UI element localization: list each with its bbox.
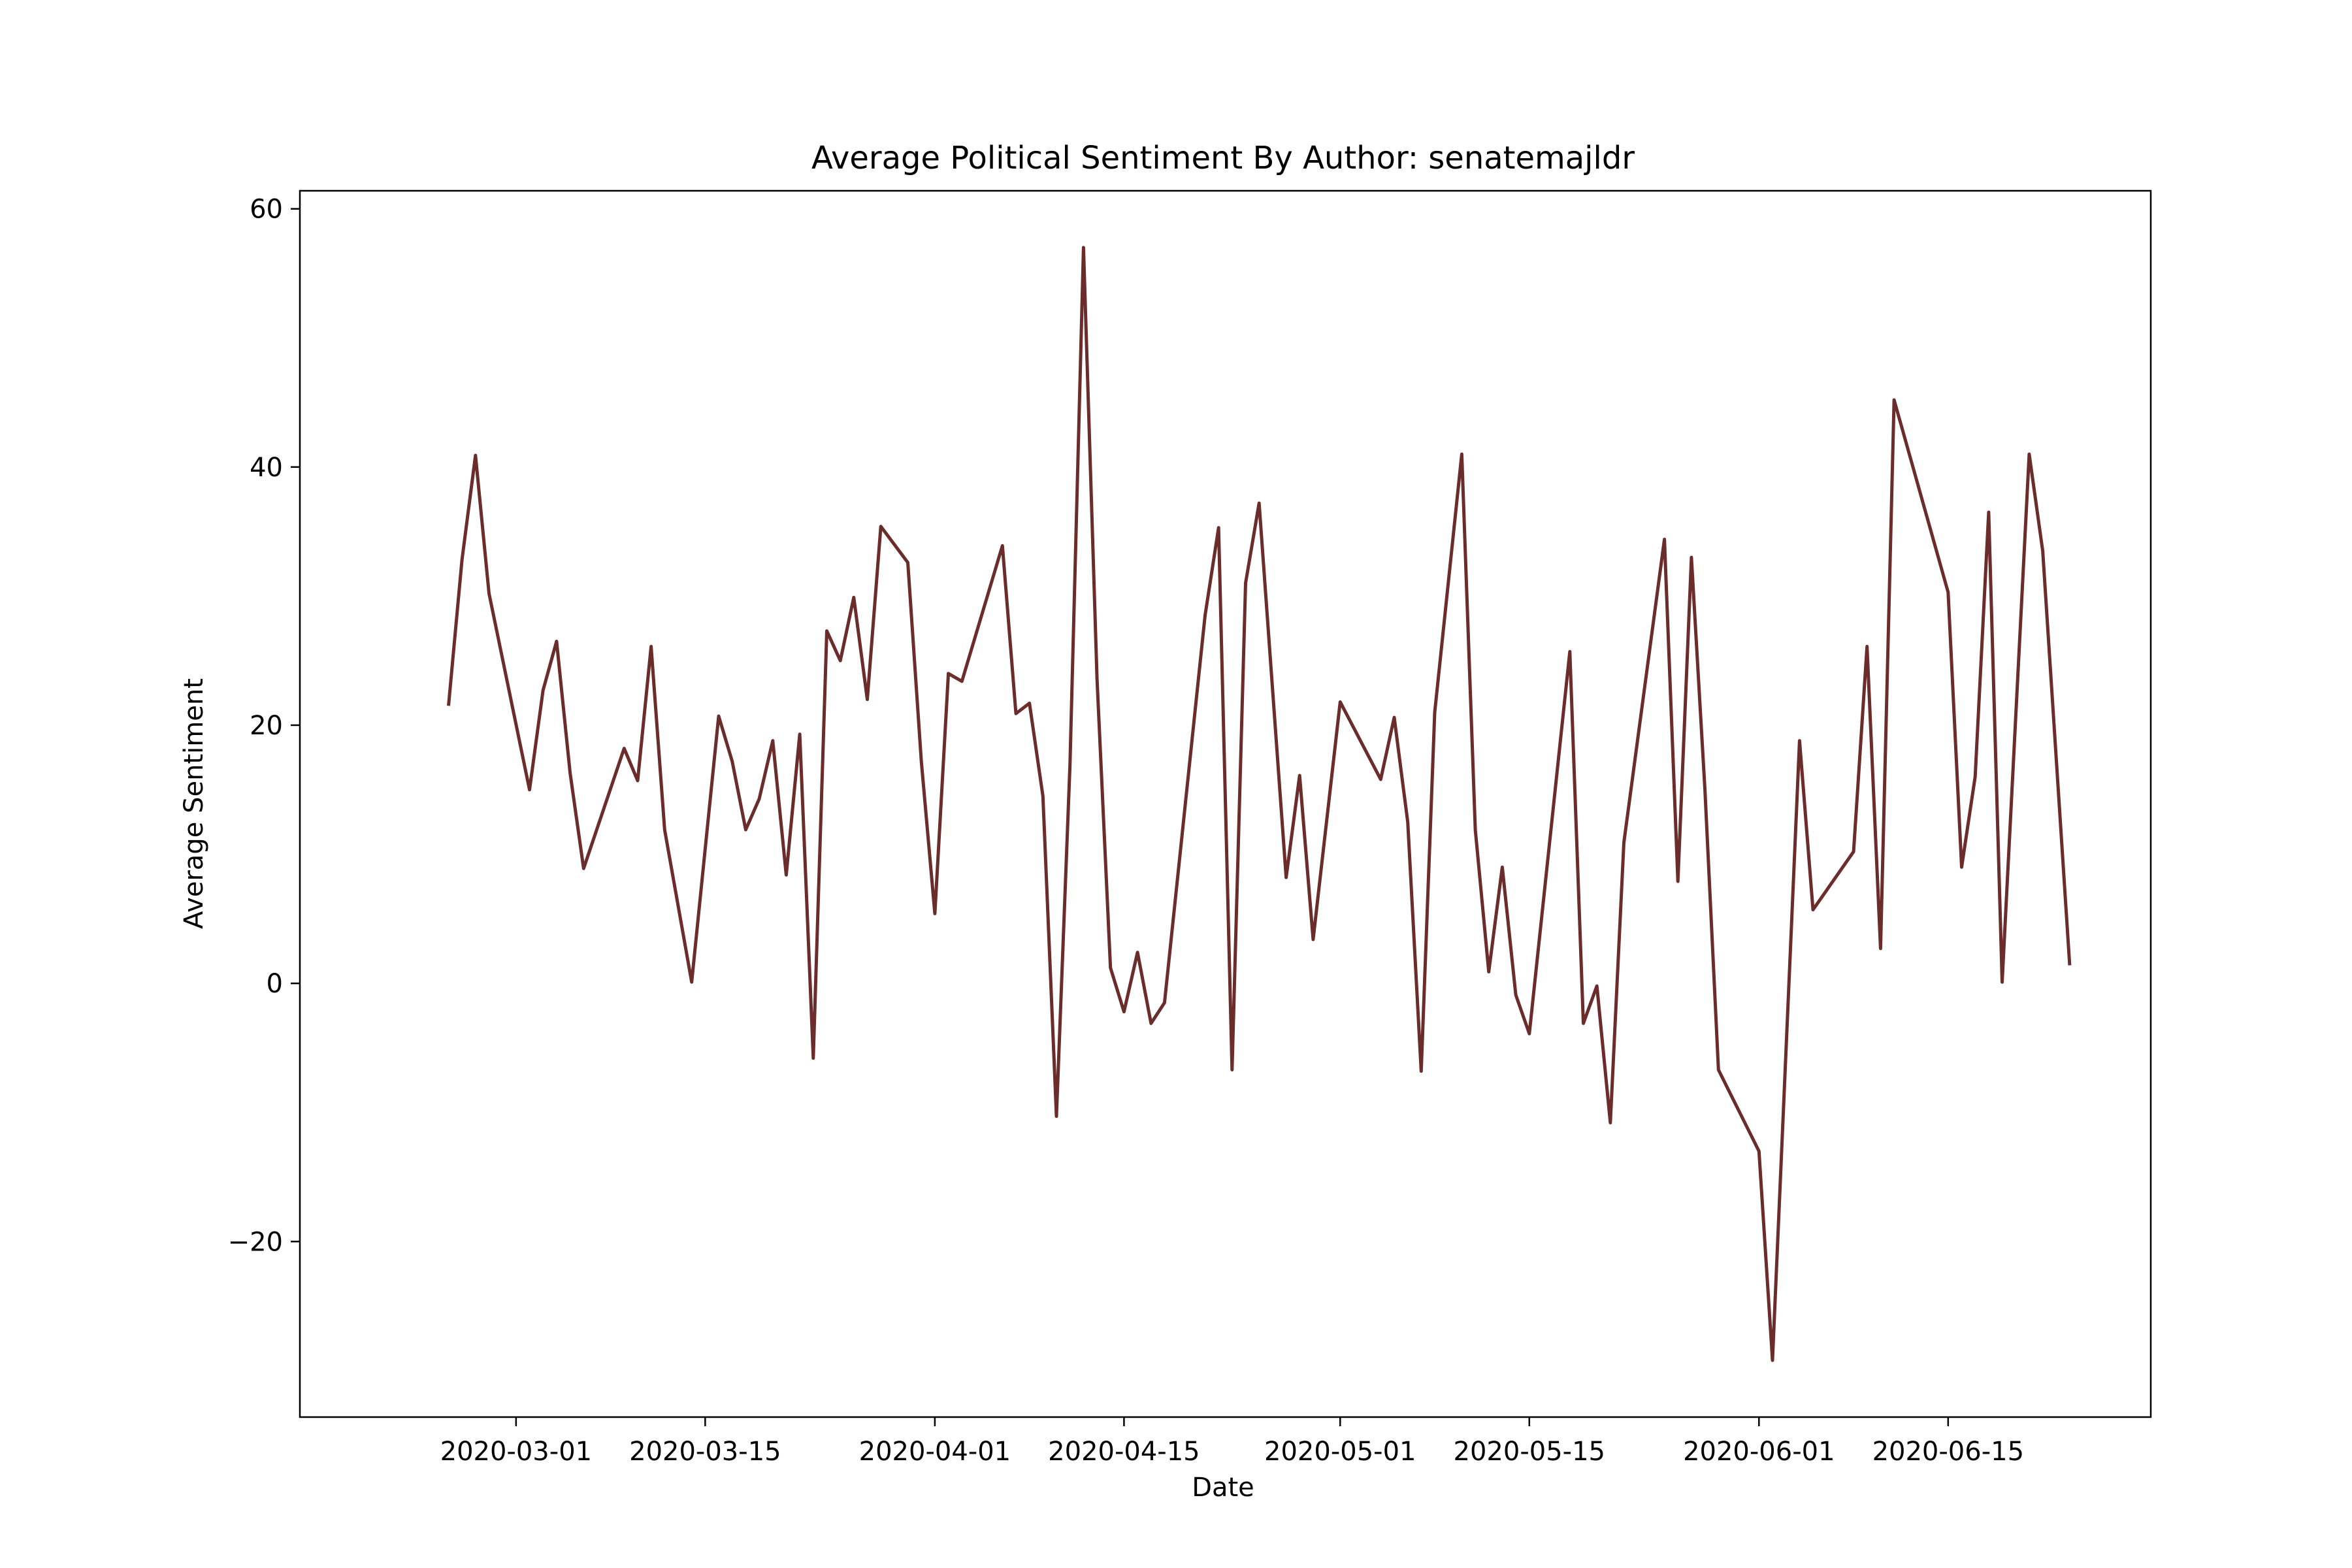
x-tick-label: 2020-06-15 [1872, 1437, 2024, 1467]
y-tick-label: 40 [250, 453, 283, 483]
plot-frame [299, 189, 2152, 1418]
y-axis: 60 40 20 0 −20 [228, 195, 300, 1257]
x-tick-label: 2020-05-01 [1264, 1437, 1416, 1467]
x-tick-label: 2020-05-15 [1454, 1437, 1605, 1467]
chart-title: Average Political Sentiment By Author: s… [811, 140, 1635, 176]
x-tick-label: 2020-04-01 [859, 1437, 1011, 1467]
series-line [447, 246, 2072, 1362]
y-axis-label: Average Sentiment [179, 678, 209, 929]
x-tick-label: 2020-03-01 [440, 1437, 592, 1467]
x-axis: 2020-03-01 2020-03-15 2020-04-01 2020-04-15… [440, 1417, 2024, 1467]
y-tick-label: 60 [250, 195, 283, 225]
x-tick-label: 2020-04-15 [1048, 1437, 1200, 1467]
y-tick-label: −20 [228, 1227, 283, 1257]
x-axis-label: Date [1192, 1473, 1254, 1503]
x-tick-label: 2020-06-01 [1683, 1437, 1835, 1467]
y-tick-label: 20 [250, 711, 283, 741]
y-tick-label: 0 [267, 969, 283, 999]
plot-area [299, 189, 2152, 1418]
x-tick-label: 2020-03-15 [629, 1437, 781, 1467]
